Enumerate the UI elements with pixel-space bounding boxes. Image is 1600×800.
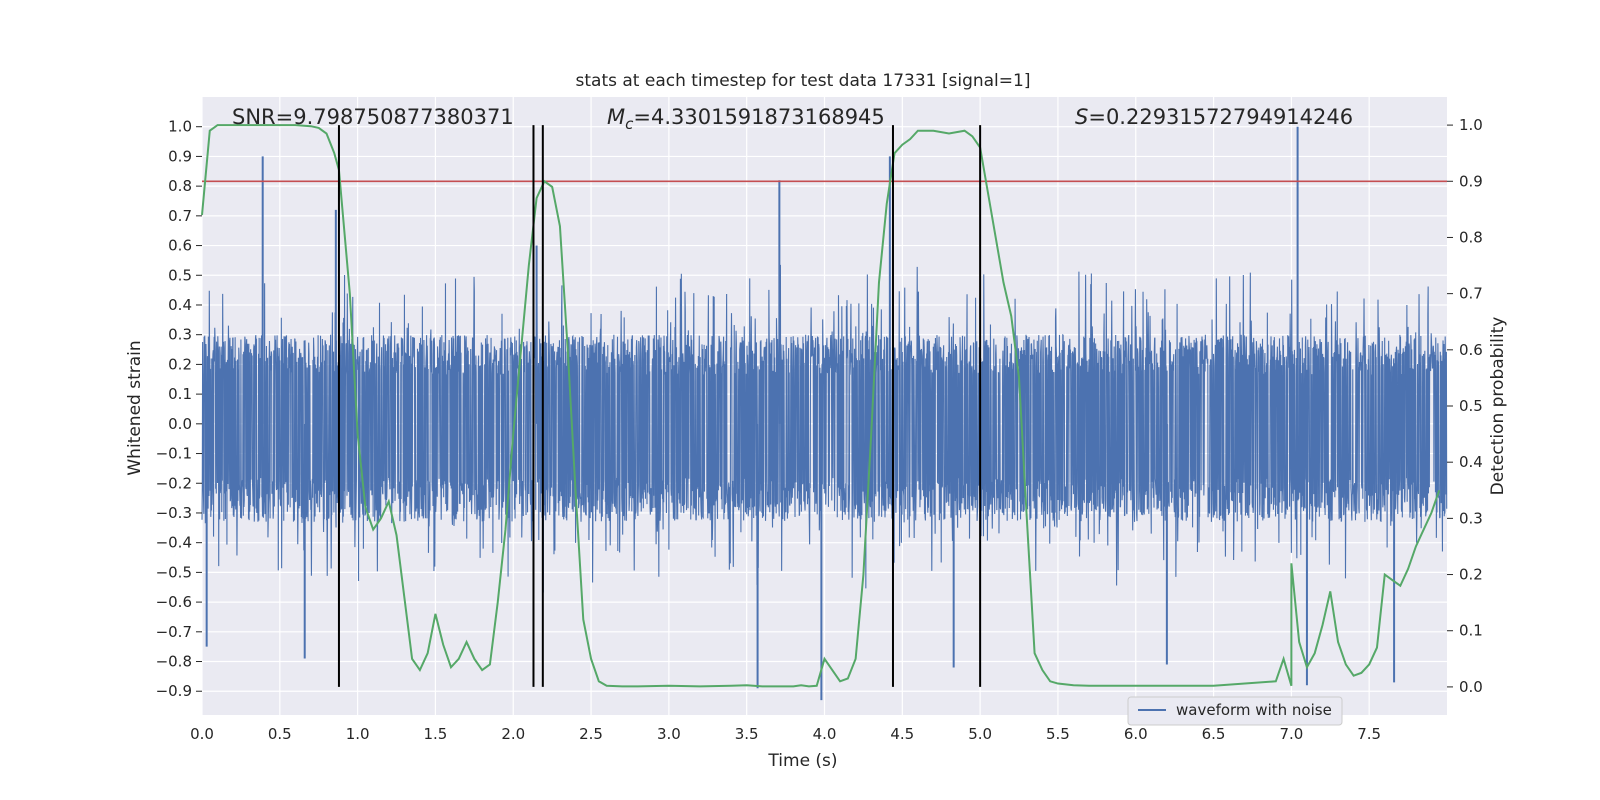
y-tick-label-left: 0.8	[168, 177, 192, 195]
x-tick-label: 1.5	[424, 725, 448, 743]
x-tick-label: 0.5	[268, 725, 292, 743]
y-tick-label-left: 0.0	[168, 415, 192, 433]
x-tick-label: 7.0	[1279, 725, 1303, 743]
y-axis-label-left: Whitened strain	[125, 340, 145, 475]
snr-annotation: SNR=9.798750877380371	[232, 105, 514, 129]
x-tick-label: 5.5	[1046, 725, 1070, 743]
y-tick-label-left: 0.1	[168, 385, 192, 403]
y-tick-label-right: 0.4	[1459, 453, 1483, 471]
y-tick-label-left: 0.2	[168, 355, 192, 373]
x-axis-label: Time (s)	[767, 751, 837, 771]
waveform-line	[201, 264, 1448, 593]
y-tick-label-left: −0.6	[156, 593, 192, 611]
y-tick-label-left: −0.1	[156, 445, 192, 463]
y-tick-label-left: 0.7	[168, 207, 192, 225]
y-tick-label-right: 0.3	[1459, 509, 1483, 527]
y-tick-label-left: −0.8	[156, 653, 192, 671]
y-tick-label-left: 0.4	[168, 296, 192, 314]
legend-box	[1127, 696, 1343, 726]
x-tick-label: 3.5	[735, 725, 759, 743]
spin-value: =0.22931572794914246	[1088, 105, 1353, 129]
y-tick-label-left: 0.9	[168, 147, 192, 165]
y-tick-label-right: 0.2	[1459, 566, 1483, 584]
spin-symbol: S	[1075, 105, 1088, 129]
x-tick-label: 3.0	[657, 725, 681, 743]
plot-area: 0.0 0.5 1.0 1.5 2.0 2.5 3.0 3.5 4.0 4.5 5.0 5.5 6.0 6…	[156, 97, 1483, 743]
spin-annotation: S=0.22931572794914246	[1075, 105, 1353, 129]
chirp-mass-subscript: c	[625, 115, 634, 133]
y-tick-label-left: −0.9	[156, 682, 192, 700]
y-tick-label-right: 0.1	[1459, 622, 1483, 640]
legend: waveform with noise	[1127, 696, 1343, 726]
y-tick-label-left: 0.3	[168, 326, 192, 344]
y-tick-label-left: −0.2	[156, 474, 192, 492]
detection-probability-line	[201, 124, 1441, 688]
y-tick-label-right: 1.0	[1459, 116, 1483, 134]
chirp-mass-value: =4.3301591873168945	[633, 105, 884, 129]
y-tick-label-left: 0.6	[168, 237, 192, 255]
chirp-mass-symbol: M	[607, 105, 625, 129]
x-tick-label: 6.5	[1202, 725, 1226, 743]
y-tick-label-left: 1.0	[168, 118, 192, 136]
x-tick-label: 1.0	[346, 725, 370, 743]
y-tick-label-right: 0.0	[1459, 678, 1483, 696]
x-tick-label: 2.5	[579, 725, 603, 743]
x-tick-label: 4.5	[890, 725, 914, 743]
y-tick-label-right: 0.9	[1459, 172, 1483, 190]
y-axis-label-right: Detection probability	[1488, 317, 1508, 496]
x-tick-label: 2.0	[501, 725, 525, 743]
x-tick-label: 6.0	[1124, 725, 1148, 743]
chirp-mass-annotation: Mc=4.3301591873168945	[607, 105, 885, 133]
y-tick-label-left: −0.3	[156, 504, 192, 522]
x-tick-label: 0.0	[190, 725, 214, 743]
y-tick-label-left: 0.5	[168, 266, 192, 284]
chart-title: stats at each timestep for test data 173…	[576, 71, 1031, 91]
y-tick-label-left: −0.5	[156, 563, 192, 581]
y-tick-label-right: 0.7	[1459, 285, 1483, 303]
x-tick-label: 5.0	[968, 725, 992, 743]
x-tick-label: 4.0	[813, 725, 837, 743]
y-tick-label-right: 0.5	[1459, 397, 1483, 415]
y-tick-label-left: −0.7	[156, 623, 192, 641]
legend-label: waveform with noise	[1176, 701, 1332, 719]
y-tick-label-right: 0.6	[1459, 341, 1483, 359]
y-tick-label-right: 0.8	[1459, 228, 1483, 246]
x-tick-label: 7.5	[1357, 725, 1381, 743]
y-tick-label-left: −0.4	[156, 534, 192, 552]
